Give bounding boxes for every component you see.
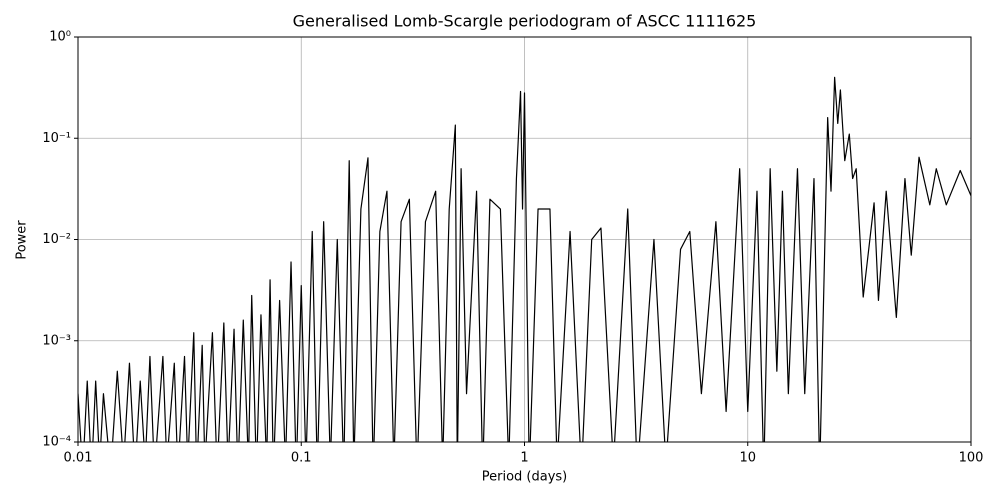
x-axis-label: Period (days) [482, 470, 568, 485]
series-line [78, 76, 971, 442]
y-tick-label: 10⁻⁴ [42, 435, 71, 450]
plot-area [78, 76, 971, 442]
x-tick-label: 100 [959, 451, 984, 466]
x-tick-label: 0.1 [291, 451, 312, 466]
y-tick-label: 10⁰ [49, 30, 71, 45]
y-tick-label: 10⁻² [42, 232, 71, 247]
x-tick-label: 10 [739, 451, 756, 466]
y-tick-label: 10⁻¹ [42, 131, 71, 146]
y-axis-label: Power [15, 220, 30, 260]
y-tick-label: 10⁻³ [42, 333, 71, 348]
x-tick-label: 1 [520, 451, 528, 466]
chart-title: Generalised Lomb-Scargle periodogram of … [293, 12, 757, 31]
x-tick-label: 0.01 [64, 451, 93, 466]
ticks: 0.01 0.1 1 10 100 10⁻⁴ 10⁻³ 10⁻² 10⁻¹ 10⁰ [42, 30, 983, 466]
